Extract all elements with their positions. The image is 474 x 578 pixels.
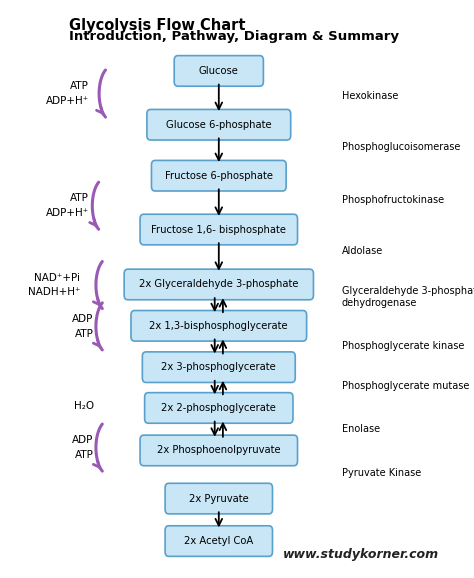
Text: NAD⁺+Pi: NAD⁺+Pi	[34, 273, 80, 283]
Text: Hexokinase: Hexokinase	[342, 91, 398, 101]
Text: 2x Phosphoenolpyruvate: 2x Phosphoenolpyruvate	[157, 446, 281, 455]
Text: Glycolysis Flow Chart: Glycolysis Flow Chart	[69, 17, 245, 32]
Text: Glucose 6-phosphate: Glucose 6-phosphate	[166, 120, 272, 129]
Text: Aldolase: Aldolase	[342, 246, 383, 256]
Text: www.studykorner.com: www.studykorner.com	[283, 547, 438, 561]
Text: Fructose 1,6- bisphosphate: Fructose 1,6- bisphosphate	[151, 224, 286, 235]
Text: ATP: ATP	[75, 329, 94, 339]
FancyBboxPatch shape	[145, 392, 293, 423]
Text: 2x 1,3-bisphosphoglycerate: 2x 1,3-bisphosphoglycerate	[149, 321, 288, 331]
FancyBboxPatch shape	[140, 214, 298, 245]
Text: ADP+H⁺: ADP+H⁺	[46, 96, 89, 106]
Text: ATP: ATP	[70, 194, 89, 203]
FancyBboxPatch shape	[152, 161, 286, 191]
Text: Introduction, Pathway, Diagram & Summary: Introduction, Pathway, Diagram & Summary	[69, 31, 399, 43]
Text: Pyruvate Kinase: Pyruvate Kinase	[342, 468, 421, 478]
Text: Enolase: Enolase	[342, 424, 380, 434]
Text: ADP: ADP	[73, 314, 94, 324]
FancyBboxPatch shape	[165, 526, 273, 557]
Text: 2x 2-phosphoglycerate: 2x 2-phosphoglycerate	[161, 403, 276, 413]
Text: ATP: ATP	[75, 450, 94, 460]
FancyBboxPatch shape	[142, 352, 295, 383]
Text: H₂O: H₂O	[73, 401, 94, 412]
Text: Phosphoglucoisomerase: Phosphoglucoisomerase	[342, 142, 460, 153]
Text: Phosphoglycerate kinase: Phosphoglycerate kinase	[342, 340, 464, 351]
Text: Phosphoglycerate mutase: Phosphoglycerate mutase	[342, 381, 469, 391]
Text: Fructose 6-phosphate: Fructose 6-phosphate	[165, 171, 273, 181]
Text: 2x Pyruvate: 2x Pyruvate	[189, 494, 249, 503]
Text: NADH+H⁺: NADH+H⁺	[27, 287, 80, 298]
FancyBboxPatch shape	[165, 483, 273, 514]
FancyBboxPatch shape	[131, 310, 307, 341]
Text: ATP: ATP	[70, 81, 89, 91]
Text: ADP+H⁺: ADP+H⁺	[46, 208, 89, 218]
Text: ADP: ADP	[73, 435, 94, 445]
Text: 2x Acetyl CoA: 2x Acetyl CoA	[184, 536, 254, 546]
Text: 2x Glyceraldehyde 3-phosphate: 2x Glyceraldehyde 3-phosphate	[139, 280, 299, 290]
Text: Phosphofructokinase: Phosphofructokinase	[342, 195, 444, 205]
Text: Glyceraldehyde 3-phosphate
dehydrogenase: Glyceraldehyde 3-phosphate dehydrogenase	[342, 286, 474, 307]
Text: Glucose: Glucose	[199, 66, 239, 76]
FancyBboxPatch shape	[174, 55, 264, 86]
FancyBboxPatch shape	[140, 435, 298, 466]
Text: 2x 3-phosphoglycerate: 2x 3-phosphoglycerate	[162, 362, 276, 372]
FancyBboxPatch shape	[147, 109, 291, 140]
FancyBboxPatch shape	[124, 269, 313, 300]
